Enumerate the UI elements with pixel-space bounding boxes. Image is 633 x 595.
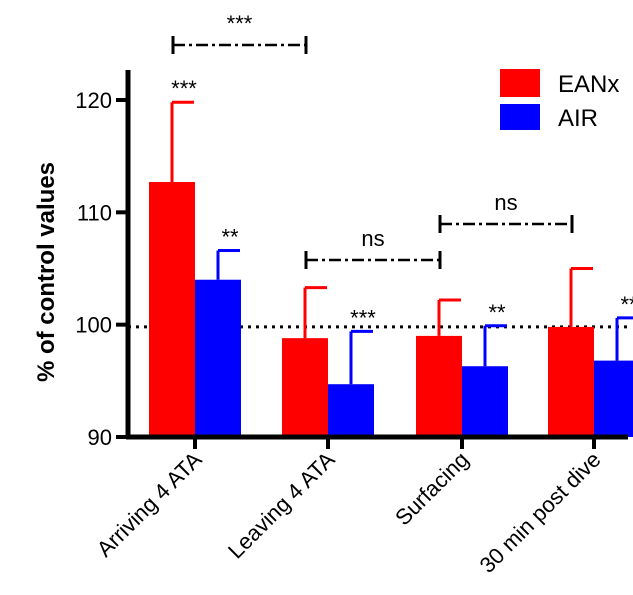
y-tick-label-120: 120: [75, 88, 112, 113]
legend-swatch-air: [500, 104, 540, 130]
comparison-2-label: ns: [361, 226, 384, 251]
legend: EANx AIR: [500, 69, 619, 132]
legend-label-eanx: EANx: [558, 71, 619, 98]
y-tick-label-100: 100: [75, 313, 112, 338]
x-tick-label-arriving-4-ata: Arriving 4 ATA: [92, 447, 207, 562]
comparison-3-label: ns: [494, 190, 517, 215]
legend-swatch-eanx: [500, 69, 540, 97]
significance-air-arriving-4-ata: **: [221, 225, 239, 250]
bar-air-leaving-4-ata: [328, 384, 374, 437]
y-axis-label: % of control values: [33, 162, 60, 382]
bar-eanx-leaving-4-ata: [282, 338, 328, 437]
bar-air-30-min-post-dive: [594, 360, 633, 437]
significance-air-surfacing: **: [488, 300, 506, 325]
bar-eanx-surfacing: [416, 335, 462, 437]
bar-eanx-30-min-post-dive: [548, 326, 594, 437]
x-tick-label-leaving-4-ata: Leaving 4 ATA: [223, 447, 340, 564]
legend-label-air: AIR: [558, 105, 598, 132]
significance-eanx-arriving-4-ata: ***: [171, 76, 197, 101]
significance-air-leaving-4-ata: ***: [350, 305, 376, 330]
comparison-1-label: ***: [227, 11, 253, 36]
bar-eanx-arriving-4-ata: [149, 182, 195, 437]
x-tick-label-30-min-post-dive: 30 min post dive: [475, 447, 606, 578]
x-tick-label-surfacing: Surfacing: [390, 447, 473, 530]
bar-air-arriving-4-ata: [195, 279, 241, 437]
y-tick-label-90: 90: [88, 425, 112, 450]
significance-air-30-min-post-dive: **: [620, 292, 633, 317]
bar-air-surfacing: [462, 366, 508, 437]
y-tick-label-110: 110: [77, 200, 112, 225]
